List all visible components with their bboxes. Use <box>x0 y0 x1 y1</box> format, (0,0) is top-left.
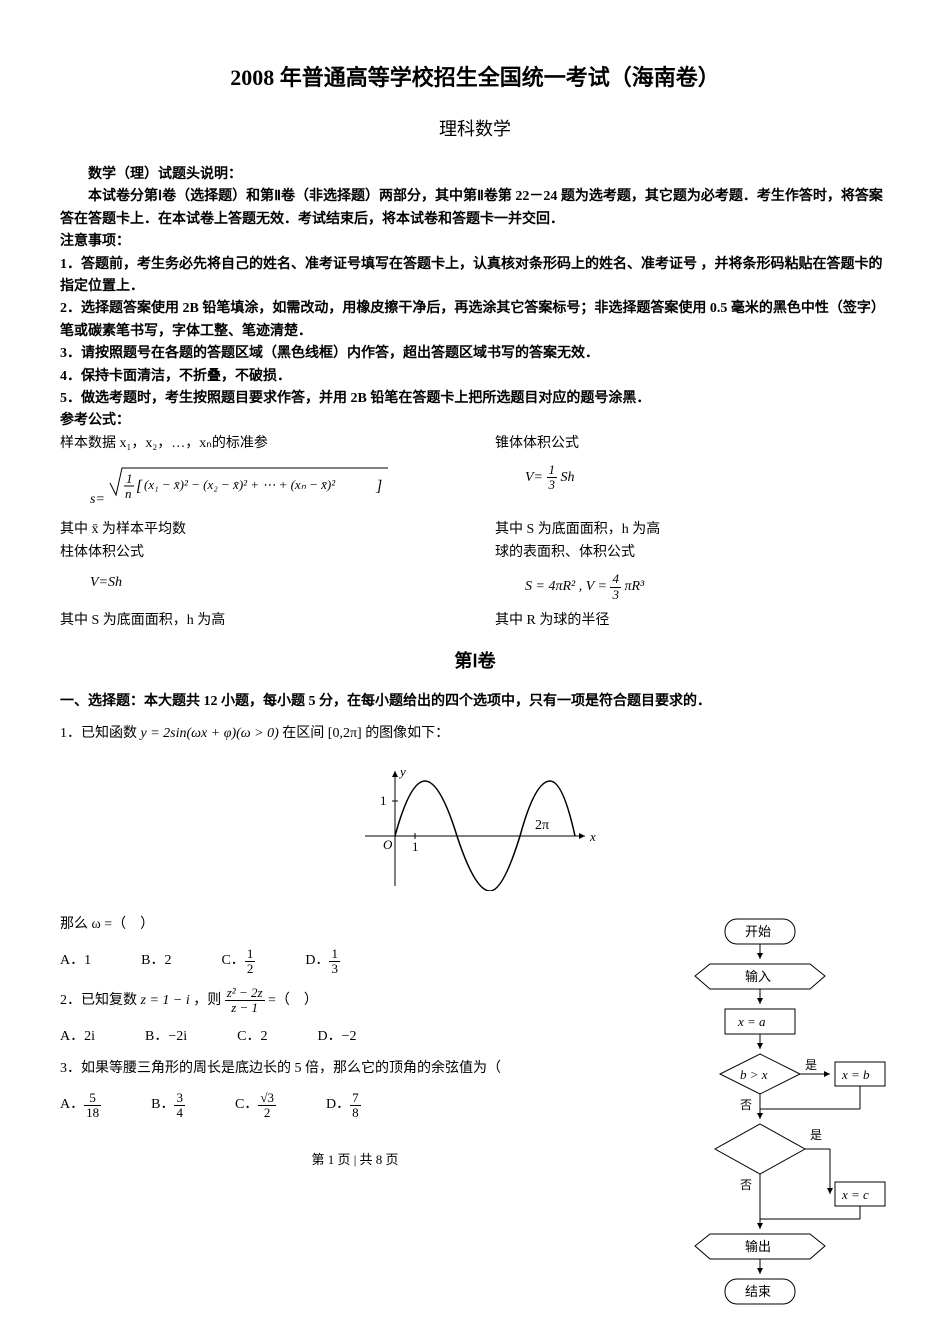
svg-text:1: 1 <box>126 471 133 486</box>
page-subtitle: 理科数学 <box>60 115 890 144</box>
sine-graph: y x O 1 1 2π <box>60 761 890 899</box>
cylinder-formula: V=Sh <box>90 572 455 602</box>
sqrt-expression: 1 n [ (x₁ − x̄)² − (x₂ − x̄)² + ⋯ + (xₙ … <box>108 463 388 503</box>
x-tick-1: 1 <box>412 839 419 854</box>
q1-option-d: D． 13 <box>305 947 340 977</box>
q2-options: A．2i B．−2i C．2 D．−2 <box>60 1026 650 1048</box>
origin-label: O <box>383 837 393 852</box>
q1-option-a: A．1 <box>60 947 91 977</box>
x-tick-2pi: 2π <box>535 818 549 833</box>
svg-text:n: n <box>125 486 132 501</box>
q2-option-b: B．−2i <box>145 1026 187 1048</box>
formula-title: 参考公式： <box>60 410 890 432</box>
x-axis-label: x <box>589 829 596 844</box>
sphere-label: 球的表面积、体积公式 <box>495 542 890 564</box>
question-1: 1．已知函数 y = 2sin(ωx + φ)(ω > 0) 在区间 [0,2π… <box>60 723 890 745</box>
svg-text:x = b: x = b <box>841 1067 870 1082</box>
q2-option-a: A．2i <box>60 1026 95 1048</box>
q2-option-c: C．2 <box>237 1026 267 1048</box>
y-axis-label: y <box>398 764 406 779</box>
q1-option-b: B．2 <box>141 947 171 977</box>
svg-text:结束: 结束 <box>745 1284 771 1299</box>
q3-option-c: C． √32 <box>235 1091 276 1121</box>
y-tick-1: 1 <box>380 793 387 808</box>
notice-5: 5．做选考题时，考生按照题目要求作答，并用 2B 铅笔在答题卡上把所选题目对应的… <box>60 388 890 410</box>
cylinder-label: 柱体体积公式 <box>60 542 455 564</box>
svg-text:否: 否 <box>740 1178 752 1192</box>
header-desc: 数学（理）试题头说明： <box>60 164 890 186</box>
formula-section: 样本数据 x₁，x₂，…，xₙ的标准参 锥体体积公式 <box>60 433 890 455</box>
q3-option-a: A． 518 <box>60 1091 101 1121</box>
notice-2: 2．选择题答案使用 2B 铅笔填涂，如需改动，用橡皮擦干净后，再选涂其它答案标号… <box>60 298 890 343</box>
svg-text:输入: 输入 <box>745 969 771 984</box>
notice-3: 3．请按照题号在各题的答题区域（黑色线框）内作答，超出答题区域书写的答案无效． <box>60 343 890 365</box>
intro-text: 本试卷分第Ⅰ卷（选择题）和第Ⅱ卷（非选择题）两部分，其中第Ⅱ卷第 22－24 题… <box>60 186 890 231</box>
sample-label: 样本数据 x₁，x₂，…，xₙ的标准参 <box>60 433 455 455</box>
svg-text:是: 是 <box>805 1058 817 1072</box>
svg-text:开始: 开始 <box>745 924 771 939</box>
q3-options: A． 518 B． 34 C． √32 D． 78 <box>60 1091 650 1121</box>
std-formula: s= 1 n [ (x₁ − x̄)² − (x₂ − x̄)² + ⋯ + (… <box>90 463 455 511</box>
q1-option-c: C． 12 <box>221 947 255 977</box>
formula-row-3: 柱体体积公式 球的表面积、体积公式 <box>60 542 890 564</box>
svg-text:]: ] <box>375 478 382 495</box>
page-title: 2008 年普通高等学校招生全国统一考试（海南卷） <box>60 60 890 95</box>
svg-text:x = c: x = c <box>841 1187 869 1202</box>
q2-option-d: D．−2 <box>317 1026 356 1048</box>
base-area-label: 其中 S 为底面面积，h 为高 <box>495 519 890 541</box>
formula-row-1: s= 1 n [ (x₁ − x̄)² − (x₂ − x̄)² + ⋯ + (… <box>60 455 890 519</box>
cone-label: 锥体体积公式 <box>495 433 890 455</box>
part1-title: 第Ⅰ卷 <box>60 647 890 676</box>
svg-text:输出: 输出 <box>745 1239 771 1254</box>
notice-4: 4．保持卡面清洁，不折叠，不破损． <box>60 366 890 388</box>
section1-title: 一、选择题：本大题共 12 小题，每小题 5 分，在每小题给出的四个选项中，只有… <box>60 691 890 713</box>
svg-text:(x₁ − x̄)² − (x₂ − x̄)² + ⋯ +: (x₁ − x̄)² − (x₂ − x̄)² + ⋯ + (xₙ − x̄)² <box>144 477 336 492</box>
svg-text:b > x: b > x <box>740 1067 768 1082</box>
q1-options: A．1 B．2 C． 12 D． 13 <box>60 947 650 977</box>
svg-text:是: 是 <box>810 1128 822 1142</box>
cylinder-desc: 其中 S 为底面面积，h 为高 <box>60 610 455 632</box>
q3-option-d: D． 78 <box>326 1091 361 1121</box>
cone-formula: V= 13 Sh <box>525 463 890 511</box>
formula-row-2: 其中 x̄ 为样本平均数 其中 S 为底面面积，h 为高 <box>60 519 890 541</box>
mean-label: 其中 x̄ 为样本平均数 <box>60 519 455 541</box>
svg-text:x = a: x = a <box>737 1014 766 1029</box>
flowchart: 开始 输入 x = a b > x 是 x = b 否 是 x = c 否 输出… <box>670 914 890 1342</box>
svg-text:否: 否 <box>740 1098 752 1112</box>
notice-title: 注意事项： <box>60 231 890 253</box>
formula-row-5: 其中 S 为底面面积，h 为高 其中 R 为球的半径 <box>60 610 890 632</box>
sphere-formula: S = 4πR² , V = 43 πR³ <box>525 572 890 602</box>
sphere-desc: 其中 R 为球的半径 <box>495 610 890 632</box>
formula-row-4: V=Sh S = 4πR² , V = 43 πR³ <box>60 564 890 610</box>
q3-option-b: B． 34 <box>151 1091 185 1121</box>
notice-1: 1．答题前，考生务必先将自己的姓名、准考证号填写在答题卡上，认真核对条形码上的姓… <box>60 254 890 299</box>
svg-text:[: [ <box>136 478 143 495</box>
